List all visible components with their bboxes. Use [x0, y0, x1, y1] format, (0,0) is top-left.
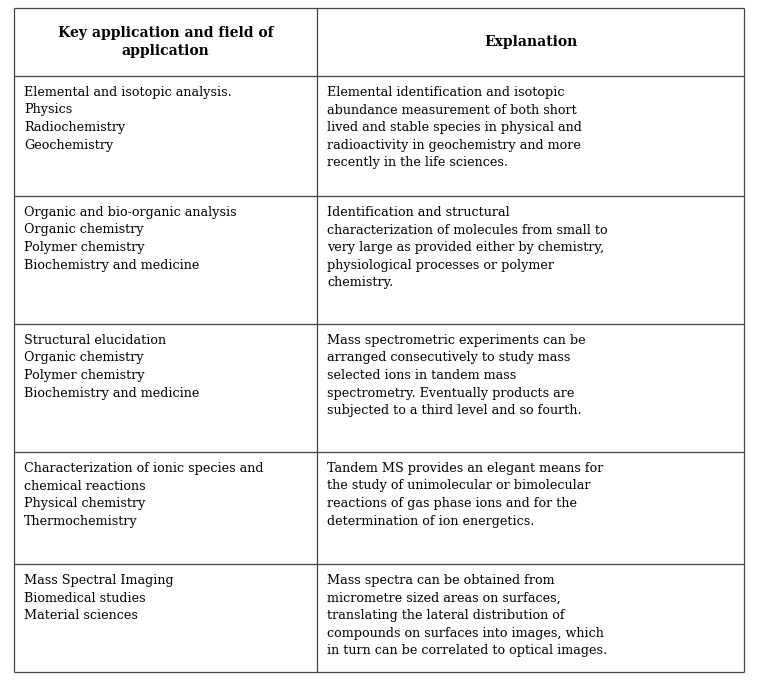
- Text: Elemental identification and isotopic
abundance measurement of both short
lived : Elemental identification and isotopic ab…: [327, 86, 582, 169]
- Text: Explanation: Explanation: [484, 35, 577, 49]
- Text: Tandem MS provides an elegant means for
the study of unimolecular or bimolecular: Tandem MS provides an elegant means for …: [327, 462, 603, 528]
- Text: Structural elucidation
Organic chemistry
Polymer chemistry
Biochemistry and medi: Structural elucidation Organic chemistry…: [24, 334, 199, 400]
- Text: Mass spectrometric experiments can be
arranged consecutively to study mass
selec: Mass spectrometric experiments can be ar…: [327, 334, 586, 417]
- Text: Mass spectra can be obtained from
micrometre sized areas on surfaces,
translatin: Mass spectra can be obtained from microm…: [327, 574, 607, 657]
- Text: Organic and bio-organic analysis
Organic chemistry
Polymer chemistry
Biochemistr: Organic and bio-organic analysis Organic…: [24, 206, 236, 271]
- Text: Identification and structural
characterization of molecules from small to
very l: Identification and structural characteri…: [327, 206, 608, 289]
- Text: Key application and field of
application: Key application and field of application: [58, 26, 274, 58]
- Text: Elemental and isotopic analysis.
Physics
Radiochemistry
Geochemistry: Elemental and isotopic analysis. Physics…: [24, 86, 232, 152]
- Text: Mass Spectral Imaging
Biomedical studies
Material sciences: Mass Spectral Imaging Biomedical studies…: [24, 574, 174, 622]
- Text: Characterization of ionic species and
chemical reactions
Physical chemistry
Ther: Characterization of ionic species and ch…: [24, 462, 264, 528]
